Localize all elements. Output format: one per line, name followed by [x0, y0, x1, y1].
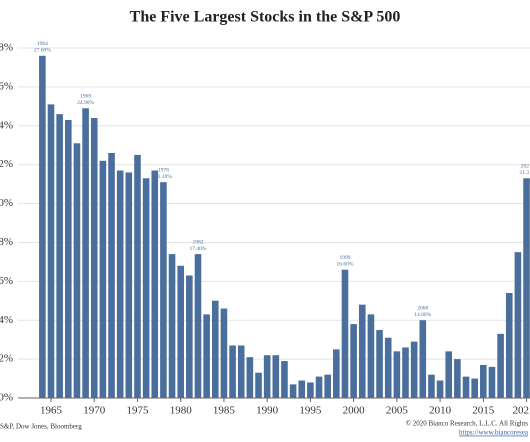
bar — [186, 275, 193, 398]
bar — [307, 382, 314, 398]
annotation-year: 2008 — [417, 305, 428, 311]
bar — [142, 178, 150, 398]
bar — [108, 153, 115, 398]
bar — [160, 182, 167, 398]
bar — [47, 104, 55, 398]
bar — [324, 374, 331, 398]
bar — [229, 345, 236, 398]
bar — [298, 380, 306, 398]
bar — [65, 119, 72, 398]
bar — [402, 347, 409, 398]
annotation-year: 1982 — [192, 239, 203, 245]
annotation-year: 1964 — [37, 41, 48, 47]
bar — [367, 314, 375, 398]
bar — [505, 293, 513, 398]
x-tick-label: 1965 — [40, 405, 63, 417]
bar — [90, 118, 98, 398]
bar — [168, 254, 176, 398]
y-tick-label: 10% — [0, 392, 13, 404]
bar — [384, 337, 392, 398]
bar — [255, 372, 262, 398]
bar — [341, 269, 349, 398]
bar — [151, 170, 159, 398]
bar — [82, 108, 89, 399]
bar — [125, 172, 133, 398]
bar — [134, 154, 141, 398]
y-tick-label: 16% — [0, 275, 13, 287]
bar — [358, 304, 366, 398]
y-tick-label: 14% — [0, 314, 13, 326]
x-tick-label: 1970 — [83, 405, 106, 417]
x-tick-label: 2005 — [386, 405, 409, 417]
annotation-value: 27.60% — [34, 48, 51, 54]
bar — [497, 333, 504, 398]
y-tick-label: 12% — [0, 353, 13, 365]
annotation-year: 202 — [521, 164, 530, 170]
bar — [99, 160, 107, 398]
bar — [514, 252, 522, 398]
copyright: © 2020 Bianco Research, L.L.C. All Right… — [406, 420, 529, 428]
annotation-value: 16.60% — [336, 261, 353, 267]
y-tick-label: 18% — [0, 236, 13, 248]
annotation-year: 1978 — [158, 167, 169, 173]
bar — [263, 355, 271, 398]
bar — [39, 55, 46, 399]
x-tick-label: 2015 — [472, 405, 495, 417]
bar — [376, 329, 383, 398]
bar — [281, 361, 288, 398]
x-tick-label: 1990 — [256, 405, 279, 417]
bar — [211, 300, 219, 398]
y-tick-label: 28% — [0, 42, 13, 54]
bar — [289, 384, 297, 398]
bar — [410, 341, 418, 398]
source: S&P, Dow Jones, Bloomberg — [0, 423, 82, 431]
bar — [246, 357, 254, 398]
bar — [177, 265, 185, 398]
bar — [419, 320, 427, 398]
bar — [116, 170, 124, 398]
x-tick-label: 1995 — [299, 405, 322, 417]
bar — [445, 351, 453, 398]
annotation-year: 1999 — [339, 255, 350, 261]
annotation-value: 21.3 — [519, 170, 529, 176]
bar — [272, 355, 280, 398]
bar — [480, 364, 487, 398]
bar — [237, 345, 245, 398]
bar — [436, 380, 444, 398]
x-tick-label: 1975 — [126, 405, 149, 417]
annotation-value: 17.40% — [190, 246, 207, 252]
bar — [350, 324, 357, 398]
bar — [194, 254, 202, 398]
x-tick-label: 202 — [513, 405, 530, 417]
bar — [471, 378, 478, 398]
bar — [523, 178, 530, 398]
bar — [454, 359, 461, 398]
url: https://www.biancoresea — [459, 429, 529, 437]
annotation-value: 14.00% — [414, 312, 431, 318]
annotation-value: 24.90% — [77, 100, 94, 106]
y-tick-label: 24% — [0, 119, 13, 131]
chart-title: The Five Largest Stocks in the S&P 500 — [130, 9, 401, 26]
bar — [56, 114, 63, 398]
bar — [488, 366, 496, 398]
bar — [220, 308, 228, 398]
bar — [73, 143, 81, 398]
bar — [315, 376, 323, 398]
annotation-value: 21.10% — [155, 174, 172, 180]
x-tick-label: 2010 — [429, 405, 452, 417]
bar — [203, 314, 210, 398]
y-tick-label: 20% — [0, 197, 13, 209]
y-tick-label: 22% — [0, 158, 13, 170]
x-tick-label: 1985 — [213, 405, 236, 417]
x-tick-label: 2000 — [343, 405, 366, 417]
bar — [393, 351, 401, 398]
bar — [462, 376, 470, 398]
x-tick-label: 1980 — [170, 405, 193, 417]
bar — [428, 374, 435, 398]
y-tick-label: 26% — [0, 80, 13, 92]
bar — [333, 349, 340, 398]
annotation-year: 1969 — [80, 94, 91, 100]
